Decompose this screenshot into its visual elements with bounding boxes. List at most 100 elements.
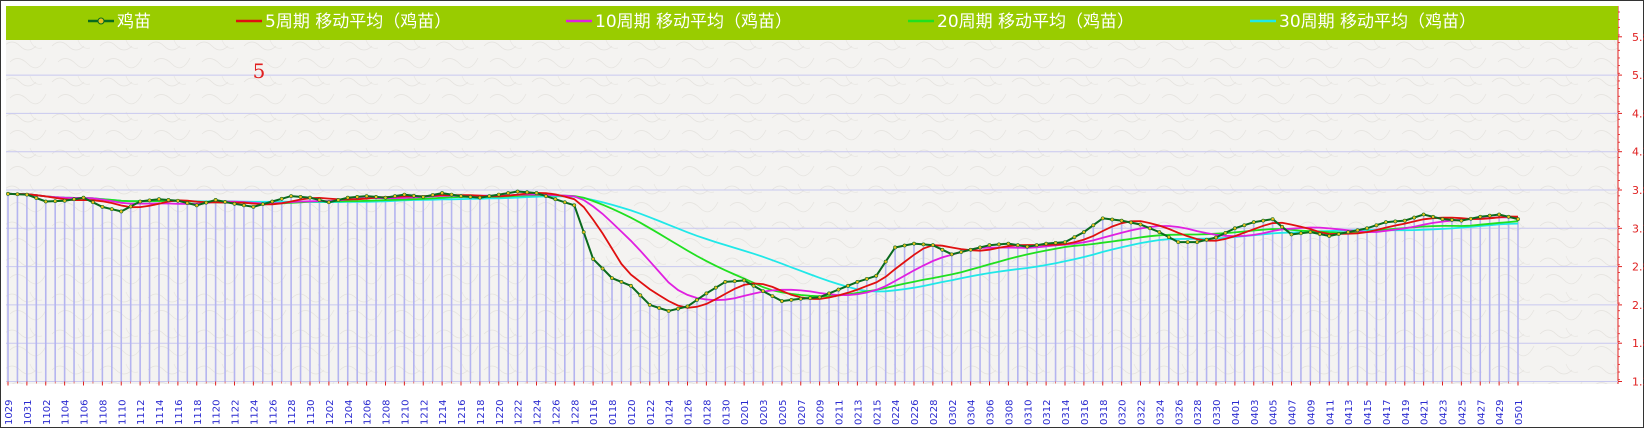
price-marker	[317, 198, 322, 202]
price-marker	[1223, 230, 1228, 235]
x-tick-label: 0302	[948, 400, 959, 425]
x-tick-label: 0330	[1212, 400, 1223, 425]
price-marker	[1440, 217, 1445, 222]
x-tick-label: 0328	[1193, 400, 1204, 425]
x-tick-label: 0403	[1250, 400, 1261, 425]
price-marker	[53, 199, 58, 204]
price-marker	[1365, 226, 1369, 231]
x-tick-label: 1130	[306, 400, 317, 425]
x-tick-label: 1210	[400, 400, 411, 425]
price-marker	[789, 298, 794, 302]
price-marker	[1148, 226, 1152, 231]
x-tick-label: 0320	[1118, 400, 1129, 425]
price-marker	[1421, 212, 1426, 217]
x-tick-label: 0314	[1061, 400, 1072, 425]
price-marker	[997, 242, 1001, 247]
x-tick-label: 0118	[608, 400, 619, 425]
price-marker	[6, 191, 10, 196]
y-tick-label: 2.80	[1632, 261, 1644, 274]
price-marker	[1195, 240, 1200, 244]
y-tick-label: 4.30	[1632, 146, 1644, 159]
x-tick-label: 0310	[1023, 400, 1034, 425]
price-marker	[874, 273, 879, 278]
x-tick-label: 1112	[136, 400, 147, 425]
x-tick-label: 0316	[1080, 400, 1091, 425]
price-marker	[628, 283, 633, 288]
price-marker	[610, 276, 614, 280]
x-tick-label: 0413	[1344, 400, 1355, 425]
x-tick-label: 1116	[174, 400, 185, 425]
price-markers	[6, 189, 1520, 313]
x-tick-label: 1108	[98, 400, 109, 425]
price-marker	[298, 194, 303, 199]
price-marker	[1091, 223, 1096, 228]
y-tick-label: 3.30	[1632, 222, 1644, 235]
price-marker	[949, 252, 954, 257]
price-marker	[1308, 230, 1313, 235]
price-marker	[940, 247, 945, 252]
price-marker	[704, 291, 709, 296]
price-marker	[1081, 230, 1086, 235]
price-marker	[695, 298, 699, 302]
x-tick-label: 1114	[155, 400, 166, 425]
x-tick-label: 1226	[551, 400, 562, 425]
x-tick-label: 1206	[363, 400, 374, 425]
price-marker	[1516, 217, 1520, 222]
price-marker	[1431, 214, 1435, 219]
legend-label: 20周期 移动平均（鸡苗）	[937, 12, 1134, 32]
price-marker	[1299, 231, 1303, 236]
x-tick-label: 0411	[1325, 400, 1336, 425]
x-axis-ticks: 1029 1031 1102 1104 1106 1108 1110 1112 1114 1116…	[4, 381, 1525, 425]
x-tick-label: 0326	[1174, 400, 1185, 425]
price-marker	[572, 203, 577, 208]
price-marker	[798, 296, 803, 301]
price-marker	[430, 193, 435, 197]
price-marker	[204, 200, 209, 205]
price-marker	[128, 204, 133, 209]
price-marker	[1044, 241, 1049, 246]
x-tick-label: 0116	[589, 400, 600, 425]
price-marker	[883, 259, 888, 264]
price-marker	[1459, 218, 1464, 223]
price-marker	[157, 197, 161, 202]
x-tick-label: 1102	[42, 400, 53, 425]
price-marker	[525, 190, 529, 195]
x-tick-label: 0201	[740, 400, 751, 425]
price-marker	[1025, 244, 1030, 249]
price-marker	[449, 192, 454, 197]
x-tick-label: 0419	[1401, 400, 1412, 425]
x-tick-label: 1118	[193, 400, 204, 425]
price-marker	[893, 245, 898, 250]
legend-item: 鸡苗	[88, 12, 151, 32]
x-tick-label: 0226	[910, 400, 921, 425]
x-tick-label: 1110	[117, 400, 128, 425]
price-marker	[72, 197, 76, 202]
x-tick-label: 1126	[268, 400, 279, 425]
y-tick-label: 1.30	[1632, 376, 1644, 389]
x-tick-label: 1212	[419, 400, 430, 425]
x-tick-label: 0423	[1439, 400, 1450, 425]
price-marker	[185, 201, 190, 205]
price-marker	[147, 198, 152, 203]
price-marker	[355, 194, 360, 199]
price-marker	[175, 198, 180, 203]
x-tick-label: 0122	[646, 400, 657, 425]
series-line-ma30	[7, 192, 1519, 293]
x-tick-label: 0308	[1004, 400, 1015, 425]
price-marker	[761, 289, 765, 294]
price-marker	[1497, 212, 1502, 217]
legend-background	[6, 6, 1618, 40]
y-tick-label: 5.80	[1632, 31, 1644, 44]
price-marker	[1346, 230, 1351, 235]
price-marker	[411, 193, 416, 198]
x-tick-label: 0205	[778, 400, 789, 425]
price-marker	[260, 202, 265, 207]
price-marker	[91, 200, 95, 205]
price-marker	[827, 291, 831, 296]
x-tick-label: 1122	[231, 400, 242, 425]
price-marker	[1280, 224, 1284, 229]
x-tick-label: 1224	[533, 400, 544, 425]
price-marker	[364, 194, 369, 199]
y-tick-label: 2.30	[1632, 299, 1644, 312]
